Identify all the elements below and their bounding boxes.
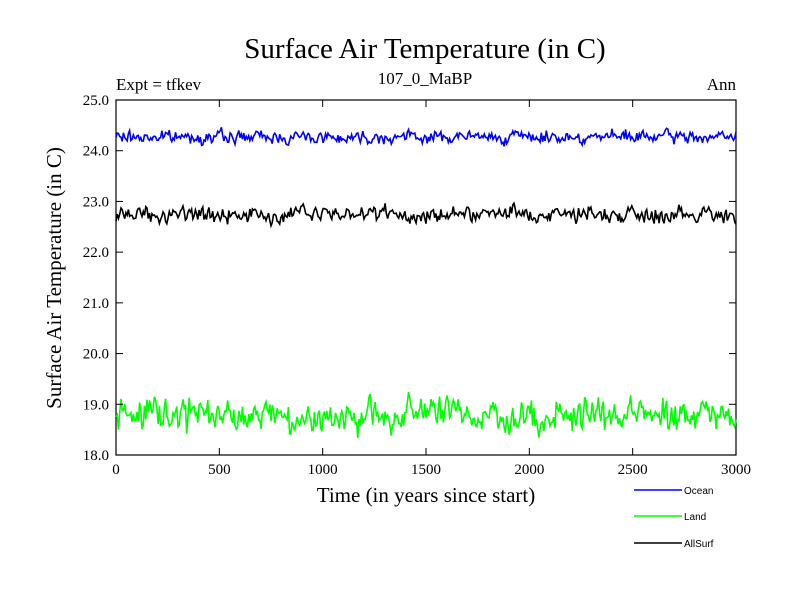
y-tick-label: 23.0	[83, 194, 109, 210]
season-label: Ann	[707, 75, 737, 94]
series-line-ocean	[115, 127, 737, 148]
x-tick-label: 1000	[308, 462, 338, 478]
x-tick-label: 0	[112, 462, 120, 478]
tick-layer: 0 500 1000 1500 2000 2500 3000 18.0 19.0 20.0 21.0…	[83, 93, 751, 478]
y-tick-label: 21.0	[83, 296, 109, 312]
y-tick-label: 20.0	[83, 347, 109, 363]
y-tick-label: 22.0	[83, 245, 109, 261]
x-axis-label: Time (in years since start)	[317, 483, 536, 507]
x-tick-label: 1500	[411, 462, 441, 478]
x-tick-label: 3000	[721, 462, 751, 478]
legend-label-land: Land	[684, 512, 706, 523]
plot-frame	[115, 99, 737, 456]
x-tick-label: 500	[208, 462, 231, 478]
experiment-label: Expt = tfkev	[116, 75, 202, 94]
chart-subtitle: 107_0_MaBP	[378, 69, 472, 88]
y-tick-label: 25.0	[83, 93, 109, 109]
x-tick-label: 2500	[618, 462, 648, 478]
plot-area	[115, 99, 737, 456]
y-tick-label: 19.0	[83, 397, 109, 413]
y-tick-label: 24.0	[83, 144, 109, 160]
series-line-allsurf	[115, 201, 737, 229]
series-layer	[115, 127, 737, 438]
legend: Ocean Land AllSurf	[634, 486, 714, 550]
legend-label-allsurf: AllSurf	[684, 539, 714, 550]
legend-label-ocean: Ocean	[684, 486, 713, 497]
y-tick-label: 18.0	[83, 448, 109, 464]
y-axis-label: Surface Air Temperature (in C)	[42, 147, 66, 409]
x-tick-label: 2000	[514, 462, 544, 478]
chart-title: Surface Air Temperature (in C)	[244, 33, 605, 65]
series-line-land	[115, 391, 737, 438]
